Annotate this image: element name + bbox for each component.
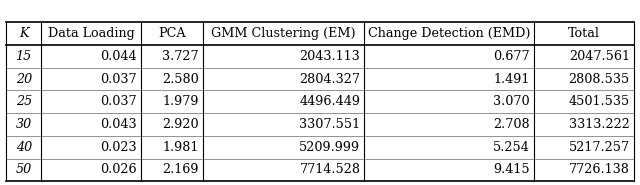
Text: 20: 20 [15, 73, 32, 85]
Text: 5217.257: 5217.257 [568, 141, 630, 154]
Text: PCA: PCA [158, 27, 186, 40]
Text: 0.026: 0.026 [100, 163, 137, 176]
Text: Data Loading: Data Loading [47, 27, 134, 40]
Text: 3.070: 3.070 [493, 95, 530, 108]
Text: 40: 40 [15, 141, 32, 154]
Text: 30: 30 [15, 118, 32, 131]
Text: 4501.535: 4501.535 [568, 95, 630, 108]
Text: 1.979: 1.979 [163, 95, 199, 108]
Text: 0.037: 0.037 [100, 73, 137, 85]
Text: 0.023: 0.023 [100, 141, 137, 154]
Text: 2.580: 2.580 [162, 73, 199, 85]
Text: Total: Total [568, 27, 600, 40]
Text: 0.044: 0.044 [100, 50, 137, 63]
Text: 2047.561: 2047.561 [569, 50, 630, 63]
Text: 2043.113: 2043.113 [300, 50, 360, 63]
Text: 5.254: 5.254 [493, 141, 530, 154]
Text: K: K [19, 27, 28, 40]
Text: 2808.535: 2808.535 [568, 73, 630, 85]
Text: 0.037: 0.037 [100, 95, 137, 108]
Text: 1.981: 1.981 [163, 141, 199, 154]
Text: 3307.551: 3307.551 [300, 118, 360, 131]
Text: GMM Clustering (EM): GMM Clustering (EM) [211, 27, 356, 40]
Text: 0.677: 0.677 [493, 50, 530, 63]
Text: 7726.138: 7726.138 [569, 163, 630, 176]
Text: 5209.999: 5209.999 [300, 141, 360, 154]
Text: 1.491: 1.491 [493, 73, 530, 85]
Text: 2.920: 2.920 [162, 118, 199, 131]
Text: 15: 15 [15, 50, 32, 63]
Text: 2.169: 2.169 [163, 163, 199, 176]
Text: 9.415: 9.415 [493, 163, 530, 176]
Text: 3.727: 3.727 [162, 50, 199, 63]
Text: 50: 50 [15, 163, 32, 176]
Text: 2804.327: 2804.327 [300, 73, 360, 85]
Text: Change Detection (EMD): Change Detection (EMD) [367, 27, 530, 40]
Text: 0.043: 0.043 [100, 118, 137, 131]
Text: 25: 25 [15, 95, 32, 108]
Text: 4496.449: 4496.449 [300, 95, 360, 108]
Text: 7714.528: 7714.528 [300, 163, 360, 176]
Text: 3313.222: 3313.222 [569, 118, 630, 131]
Text: 2.708: 2.708 [493, 118, 530, 131]
